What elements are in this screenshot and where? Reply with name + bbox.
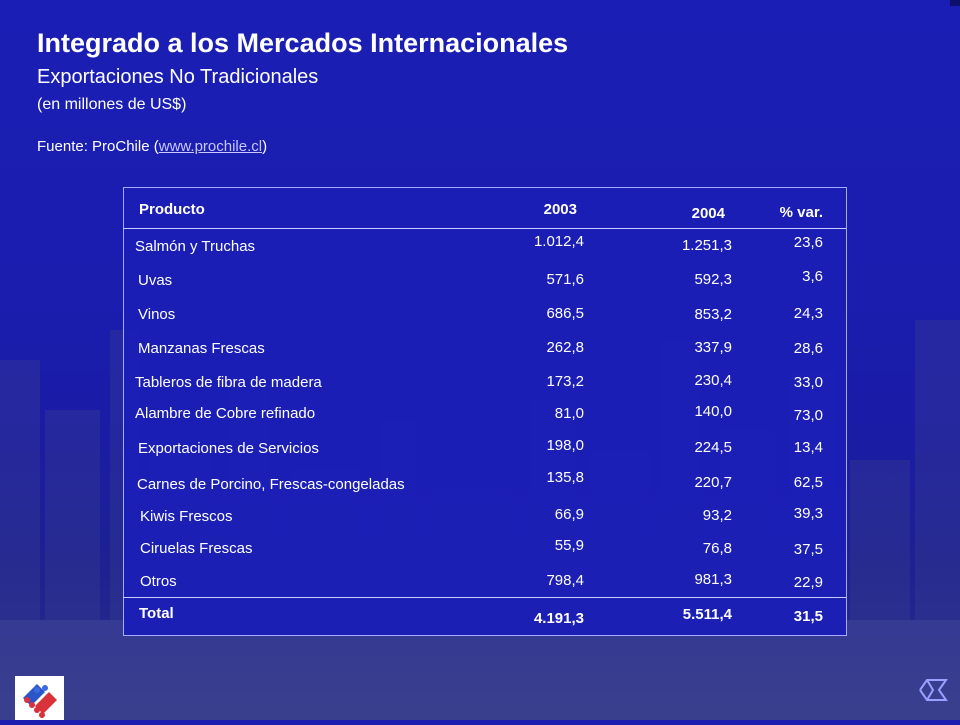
row-var: 73,0 [793, 407, 823, 424]
row-product: Kiwis Frescos [140, 508, 233, 525]
row-2003: 1.012,4 [533, 233, 584, 250]
row-2003: 81,0 [554, 405, 584, 422]
row-2003: 198,0 [546, 437, 584, 454]
row-2003: 686,5 [546, 305, 584, 322]
row-2004: 230,4 [694, 372, 732, 389]
header-2004: 2004 [691, 205, 725, 222]
slide-subtitle: Exportaciones No Tradicionales [37, 66, 319, 88]
row-var: 37,5 [793, 541, 823, 558]
row-2003: 55,9 [554, 537, 584, 554]
row-product: Carnes de Porcino, Frescas-congeladas [137, 476, 405, 493]
source-line: Fuente: ProChile (www.prochile.cl) [37, 138, 267, 155]
row-var: 28,6 [793, 340, 823, 357]
row-product: Salmón y Truchas [135, 238, 256, 255]
row-2003: 66,9 [554, 506, 584, 523]
row-2004: 220,7 [694, 474, 732, 491]
row-product: Otros [140, 573, 177, 590]
top-right-mark [950, 0, 960, 6]
row-2003: 173,2 [546, 373, 584, 390]
row-2003: 135,8 [546, 469, 584, 486]
header-2003: 2003 [543, 201, 577, 218]
row-2004: 140,0 [694, 403, 732, 420]
total-var: 31,5 [793, 608, 823, 625]
row-2004: 337,9 [694, 339, 732, 356]
row-2003: 571,6 [546, 271, 584, 288]
logo-icon [23, 684, 57, 718]
row-var: 24,3 [793, 305, 823, 322]
total-rule [123, 597, 846, 598]
total-2004: 5.511,4 [682, 606, 732, 623]
row-var: 23,6 [793, 234, 823, 251]
slide-title: Integrado a los Mercados Internacionales [37, 28, 569, 58]
source-link[interactable]: www.prochile.cl [158, 138, 263, 155]
unit-label: (en millones de US$) [37, 96, 187, 113]
row-var: 39,3 [793, 505, 823, 522]
row-product: Uvas [138, 272, 173, 289]
row-product: Tableros de fibra de madera [135, 374, 322, 391]
row-product: Alambre de Cobre refinado [135, 405, 316, 422]
row-product: Vinos [138, 306, 176, 323]
row-var: 33,0 [793, 374, 823, 391]
row-2004: 981,3 [694, 571, 732, 588]
row-2004: 853,2 [694, 306, 732, 323]
navigation-icon[interactable] [916, 676, 950, 704]
row-product: Exportaciones de Servicios [138, 440, 319, 457]
row-2004: 1.251,3 [681, 237, 732, 254]
header-var: % var. [779, 204, 823, 221]
source-suffix: ) [262, 138, 268, 155]
total-2003: 4.191,3 [533, 610, 584, 627]
header-rule [123, 228, 846, 229]
row-2003: 798,4 [546, 572, 584, 589]
row-2004: 224,5 [694, 439, 732, 456]
row-2003: 262,8 [546, 339, 584, 356]
row-2004: 76,8 [702, 540, 732, 557]
row-product: Ciruelas Frescas [140, 540, 253, 557]
total-label: Total [139, 605, 174, 622]
row-var: 13,4 [793, 439, 823, 456]
header-producto: Producto [139, 201, 205, 218]
row-var: 3,6 [802, 268, 823, 285]
row-var: 22,9 [793, 574, 823, 591]
source-prefix: Fuente: ProChile ( [37, 138, 159, 155]
row-2004: 592,3 [694, 271, 732, 288]
row-2004: 93,2 [702, 507, 732, 524]
data-table [123, 187, 847, 636]
row-var: 62,5 [793, 474, 823, 491]
logo [15, 676, 64, 720]
row-product: Manzanas Frescas [138, 340, 265, 357]
